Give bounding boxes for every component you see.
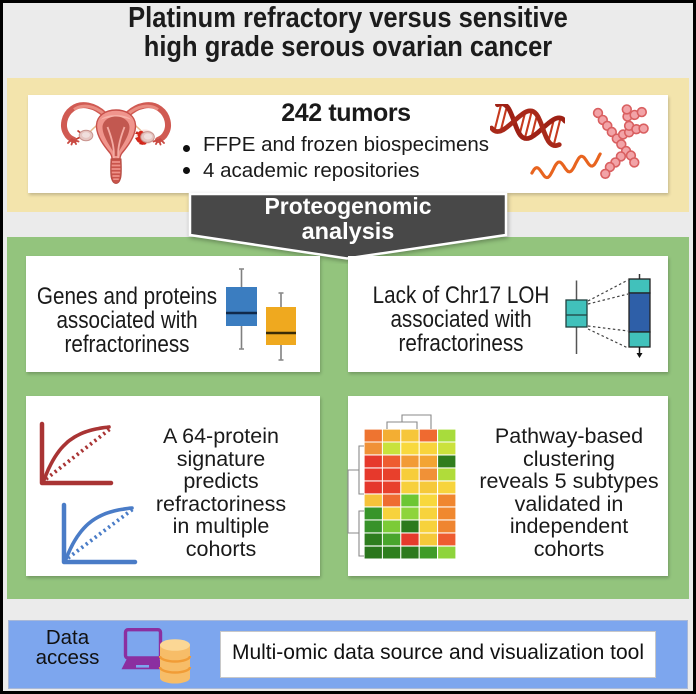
svg-text:Proteogenomic: Proteogenomic [265, 193, 432, 219]
svg-text:analysis: analysis [302, 218, 395, 244]
